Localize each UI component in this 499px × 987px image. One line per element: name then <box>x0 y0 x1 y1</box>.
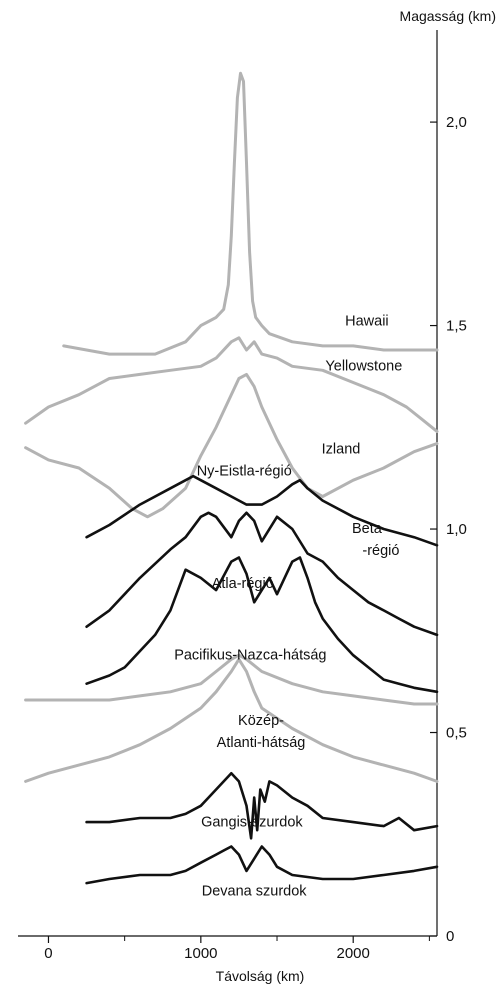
series-line-9 <box>85 845 439 885</box>
series-line-0 <box>62 71 439 356</box>
series-label-5: Atla-régió <box>212 576 274 592</box>
series-label-1: Yellowstone <box>325 359 402 375</box>
y-axis-title: Magasság (km) <box>400 8 496 24</box>
series-label-9: Devana szurdok <box>202 883 308 899</box>
series-line-3 <box>85 474 439 547</box>
series-lines <box>24 71 439 885</box>
series-labels: Hawaii Yellowstone Izland Ny-Eistla-régió Be… <box>174 314 402 900</box>
series-label-0: Hawaii <box>345 314 389 330</box>
x-tick-label: 0 <box>44 945 52 962</box>
series-label-7: Közép-Atlanti-hátság <box>217 713 306 751</box>
y-tick-label: 1,0 <box>446 521 467 538</box>
series-label-2: Izland <box>322 441 361 457</box>
series-line-1 <box>24 336 439 433</box>
x-tick-label: 2000 <box>337 945 370 962</box>
x-tick-label: 1000 <box>184 945 217 962</box>
axes: 0 1000 2000 0 0,5 1,0 1,5 2,0 Távolság (km) Magas… <box>18 8 496 984</box>
y-tick-label: 0,5 <box>446 725 467 742</box>
x-axis-title: Távolság (km) <box>216 968 305 984</box>
series-line-7 <box>24 657 439 783</box>
series-line-5 <box>85 556 439 694</box>
y-tick-label: 2,0 <box>446 114 467 131</box>
series-label-3: Ny-Eistla-régió <box>197 464 292 480</box>
series-line-4 <box>85 511 439 637</box>
y-tick-label: 0 <box>446 928 454 945</box>
y-tick-label: 1,5 <box>446 318 467 335</box>
series-line-8 <box>85 771 439 840</box>
series-line-2 <box>24 372 439 519</box>
series-label-8: Gangis-szurdok <box>201 815 303 831</box>
series-label-4: Beta -régió <box>352 521 399 559</box>
series-label-6: Pacifikus-Nazca-hátság <box>174 648 326 664</box>
series-line-6 <box>24 653 439 706</box>
